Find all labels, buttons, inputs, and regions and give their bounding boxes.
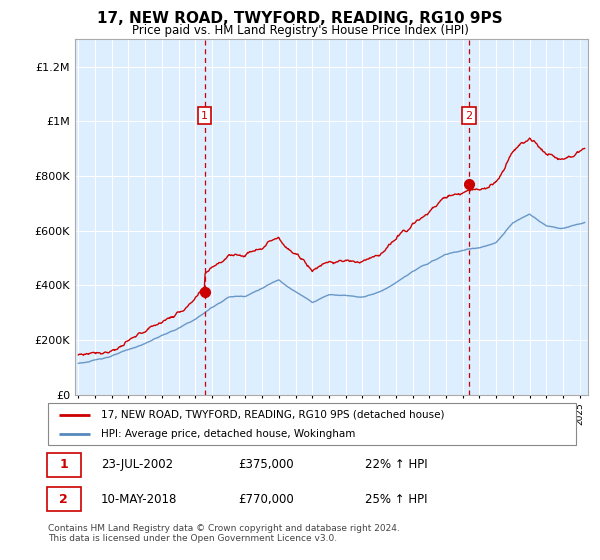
Text: 1: 1 [59,459,68,472]
Text: HPI: Average price, detached house, Wokingham: HPI: Average price, detached house, Woki… [101,429,355,439]
Text: 22% ↑ HPI: 22% ↑ HPI [365,459,427,472]
Text: 2: 2 [465,111,472,121]
Text: 25% ↑ HPI: 25% ↑ HPI [365,493,427,506]
Text: 23-JUL-2002: 23-JUL-2002 [101,459,173,472]
Bar [571,39,588,395]
FancyBboxPatch shape [47,487,81,511]
Text: 17, NEW ROAD, TWYFORD, READING, RG10 9PS: 17, NEW ROAD, TWYFORD, READING, RG10 9PS [97,11,503,26]
Text: 17, NEW ROAD, TWYFORD, READING, RG10 9PS (detached house): 17, NEW ROAD, TWYFORD, READING, RG10 9PS… [101,409,444,419]
Text: £375,000: £375,000 [238,459,294,472]
FancyBboxPatch shape [47,452,81,477]
Bar [571,39,588,395]
Text: 1: 1 [201,111,208,121]
Text: 10-MAY-2018: 10-MAY-2018 [101,493,177,506]
Text: £770,000: £770,000 [238,493,294,506]
Text: Price paid vs. HM Land Registry's House Price Index (HPI): Price paid vs. HM Land Registry's House … [131,24,469,36]
Text: 2: 2 [59,493,68,506]
Text: Contains HM Land Registry data © Crown copyright and database right 2024.
This d: Contains HM Land Registry data © Crown c… [48,524,400,543]
FancyBboxPatch shape [48,403,576,445]
